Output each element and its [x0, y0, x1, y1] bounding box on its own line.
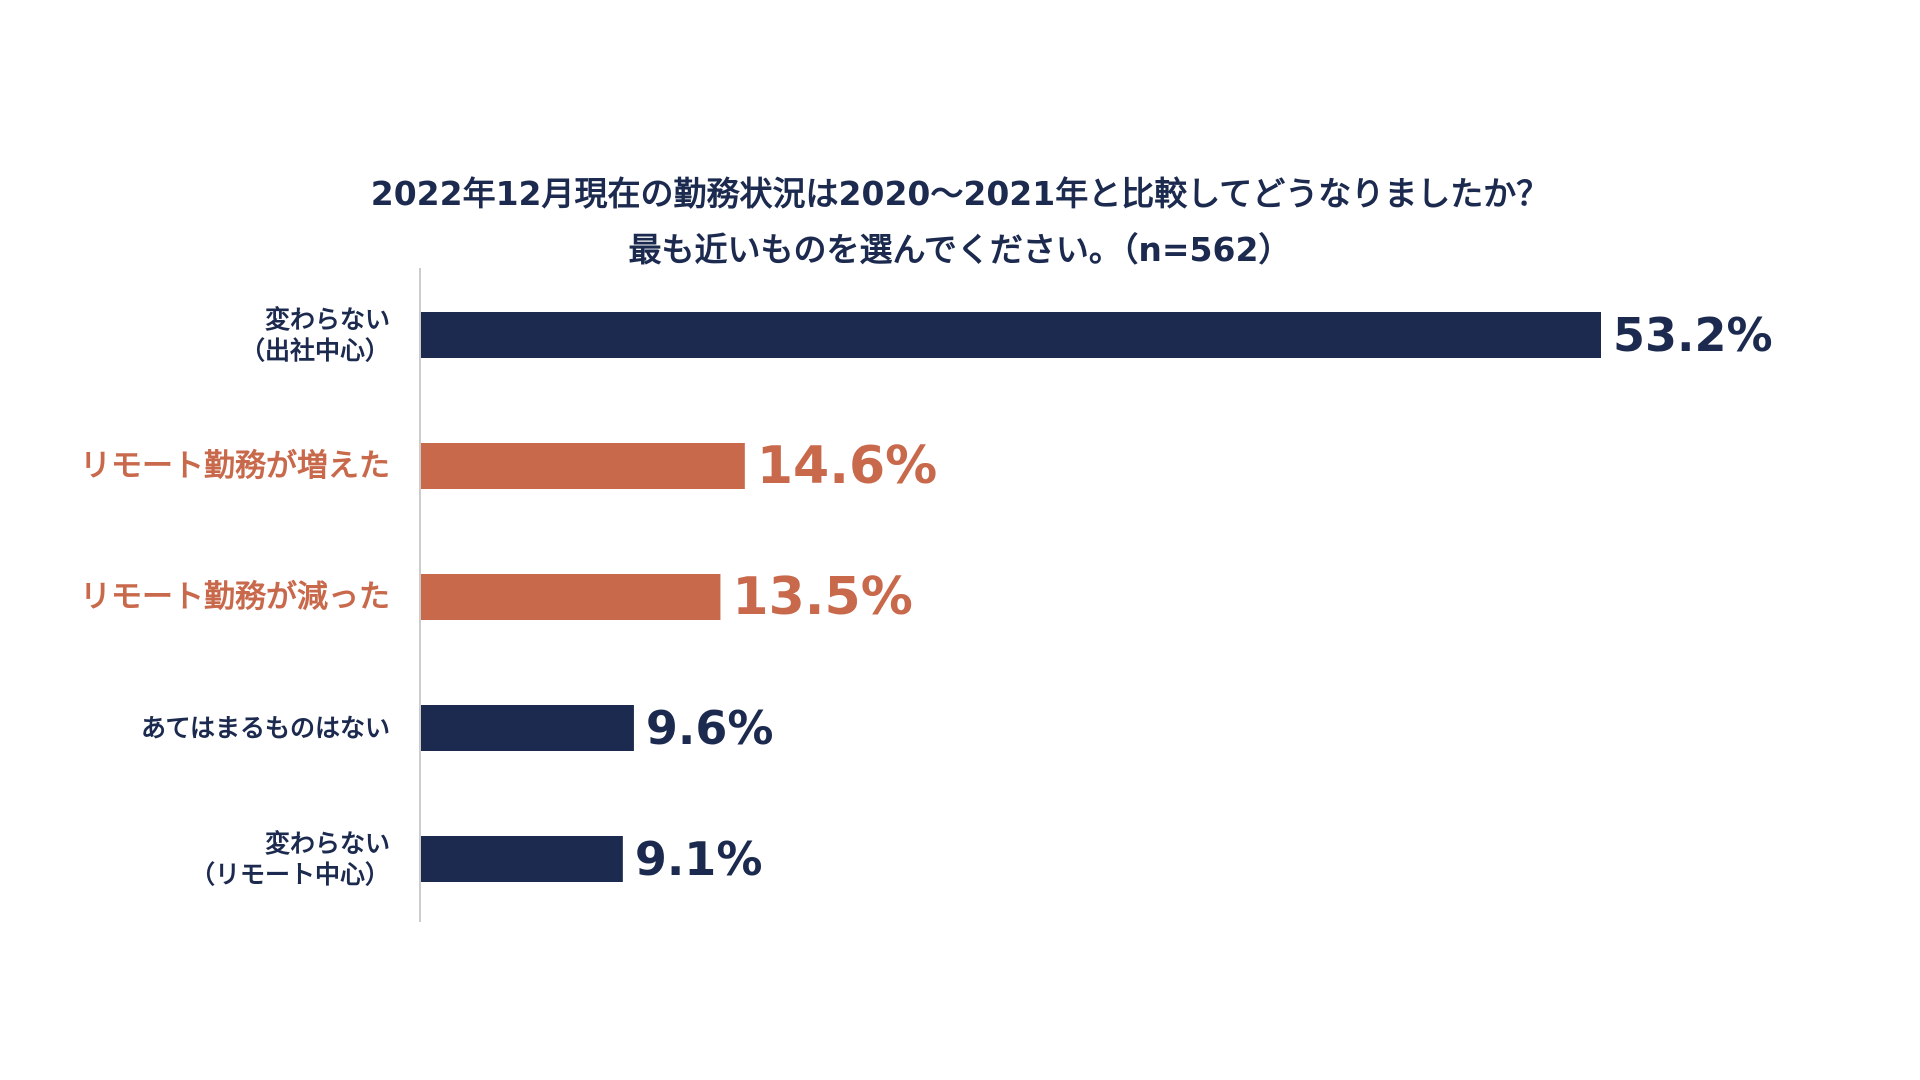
data-label: 14.6%: [757, 436, 937, 496]
bar: [421, 836, 623, 882]
bars-group: 53.2%変わらない（出社中心）14.6%リモート勤務が増えた13.5%リモート…: [80, 305, 1773, 889]
category-label: 変わらない: [265, 829, 390, 858]
data-label: 9.6%: [646, 701, 774, 755]
category-label: 変わらない: [265, 305, 390, 334]
bar: [421, 705, 634, 751]
data-label: 13.5%: [732, 567, 912, 627]
data-label: 53.2%: [1613, 308, 1773, 362]
data-label: 9.1%: [635, 832, 763, 886]
category-label: あてはまるものはない: [141, 714, 390, 743]
category-label: リモート勤務が減った: [80, 579, 390, 615]
chart-title: 2022年12月現在の勤務状況は2020〜2021年と比較してどうなりましたか？: [370, 174, 1550, 213]
category-label: （リモート中心）: [190, 860, 390, 889]
bar: [421, 443, 745, 489]
category-label: リモート勤務が増えた: [80, 448, 390, 484]
bar: [421, 312, 1601, 358]
category-label: （出社中心）: [240, 336, 390, 365]
chart-subtitle: 最も近いものを選んでください。（n=562）: [628, 230, 1292, 269]
bar: [421, 574, 721, 620]
